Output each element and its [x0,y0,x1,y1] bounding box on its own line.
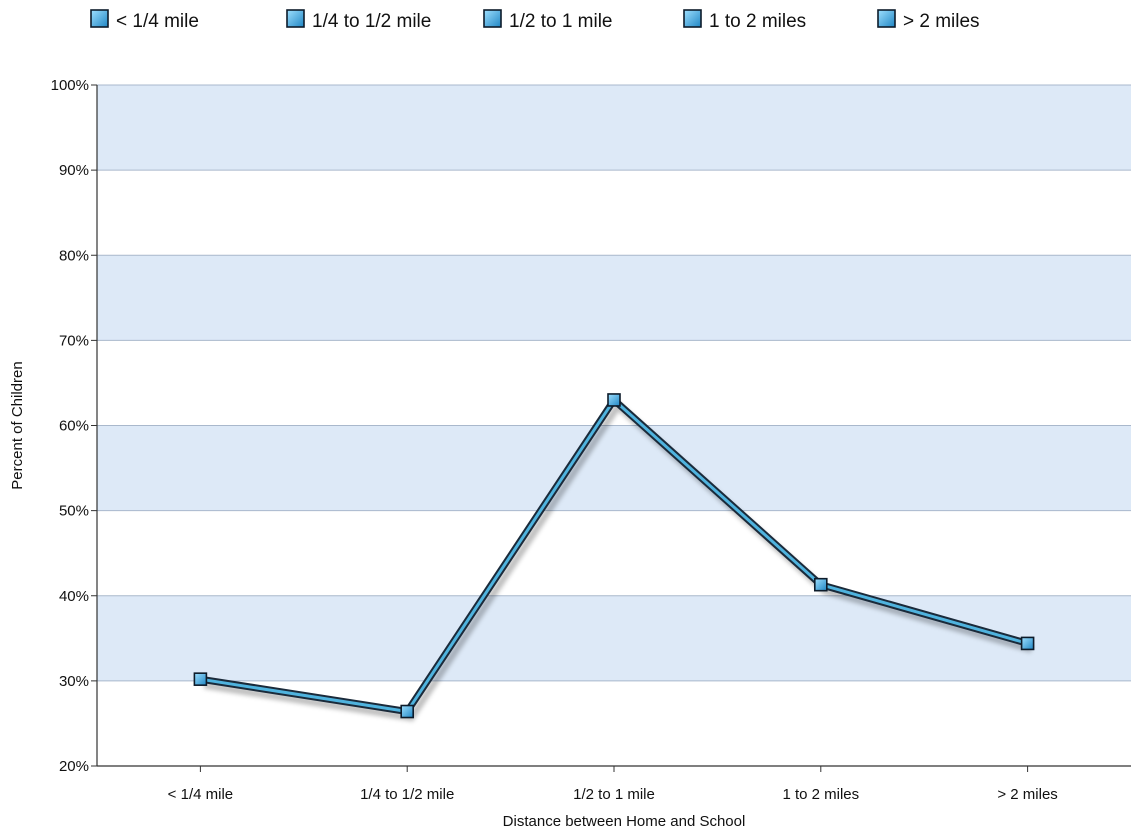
legend-swatch [877,9,896,28]
data-point-marker [400,704,415,719]
y-tick-label: 60% [59,418,89,435]
legend-item: 1/4 to 1/2 mile [286,9,431,32]
y-axis-title: Percent of Children [9,361,26,489]
y-tick-label: 80% [59,247,89,264]
legend-label: 1 to 2 miles [709,11,806,32]
y-tick-label: 40% [59,588,89,605]
legend-swatch [683,9,702,28]
legend-item: < 1/4 mile [90,9,199,32]
legend-swatch [483,9,502,28]
legend-label: 1/2 to 1 mile [509,11,613,32]
data-point-marker [1020,636,1035,651]
plot-band [97,85,1131,171]
x-tick-label: 1/2 to 1 mile [573,786,655,803]
legend-label: > 2 miles [903,11,980,32]
legend-item: > 2 miles [877,9,980,32]
plot-bands [97,85,1131,681]
y-tick-label: 70% [59,332,89,349]
x-tick-label: > 2 miles [997,786,1057,803]
x-tick-label: < 1/4 mile [168,786,233,803]
legend-item: 1 to 2 miles [683,9,806,32]
x-axis-ticks: < 1/4 mile 1/4 to 1/2 mile 1/2 to 1 mile 1 … [168,766,1058,803]
data-series [193,393,1035,722]
legend-label: < 1/4 mile [116,11,199,32]
plot-band [97,255,1131,341]
legend-item: 1/2 to 1 mile [483,9,613,32]
y-tick-label: 30% [59,673,89,690]
x-tick-label: 1 to 2 miles [782,786,859,803]
plot-band [97,595,1131,681]
legend-swatch [90,9,109,28]
legend: < 1/4 mile 1/4 to 1/2 mile 1/2 to 1 mile 1 … [90,9,980,32]
x-axis-title: Distance between Home and School [503,813,746,830]
y-axis-ticks: 20% 30% 40% 50% 60% 70% 80% 90% 100% [51,77,97,775]
x-tick-label: 1/4 to 1/2 mile [360,786,454,803]
legend-label: 1/4 to 1/2 mile [312,11,431,32]
legend-swatch [286,9,305,28]
gridlines [97,84,1131,682]
plot-band [97,425,1131,511]
y-tick-label: 50% [59,503,89,520]
y-tick-label: 100% [51,77,89,94]
y-tick-label: 90% [59,162,89,179]
y-tick-label: 20% [59,758,89,775]
data-point-marker [813,577,828,592]
data-point-marker [607,393,621,407]
data-point-marker [193,672,208,686]
